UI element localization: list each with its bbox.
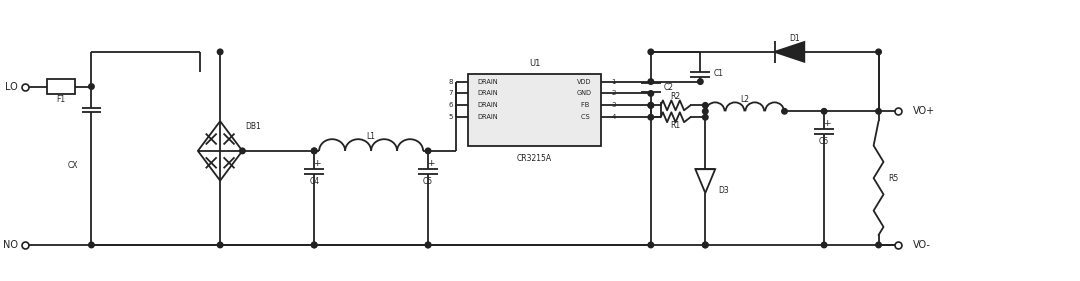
Circle shape: [311, 242, 316, 248]
Text: +: +: [428, 159, 435, 168]
Text: DRAIN: DRAIN: [477, 90, 498, 96]
Text: +: +: [313, 159, 321, 168]
Text: C6: C6: [819, 137, 829, 146]
Circle shape: [311, 148, 316, 154]
Text: DRAIN: DRAIN: [477, 79, 498, 85]
Text: VO+: VO+: [914, 106, 935, 116]
Circle shape: [782, 108, 787, 114]
Text: 3: 3: [611, 102, 616, 108]
Text: 5: 5: [448, 114, 453, 120]
Text: 1: 1: [611, 79, 616, 85]
Circle shape: [240, 148, 245, 154]
Text: 4: 4: [611, 114, 616, 120]
Text: DB1: DB1: [245, 122, 261, 131]
Circle shape: [698, 79, 703, 84]
Circle shape: [426, 148, 431, 154]
Text: +: +: [823, 119, 831, 128]
Text: GND: GND: [577, 90, 592, 96]
Text: 8: 8: [448, 79, 453, 85]
Text: D1: D1: [789, 33, 799, 42]
Text: VDD: VDD: [577, 79, 592, 85]
Circle shape: [311, 148, 316, 154]
Text: C1: C1: [713, 69, 724, 78]
Text: NO: NO: [3, 240, 18, 250]
Circle shape: [702, 242, 708, 248]
Text: CR3215A: CR3215A: [517, 154, 552, 163]
Text: L2: L2: [741, 95, 750, 104]
Text: LO: LO: [5, 81, 18, 92]
Text: R1: R1: [671, 121, 680, 130]
Circle shape: [89, 242, 94, 248]
Text: D3: D3: [718, 187, 729, 196]
Circle shape: [426, 242, 431, 248]
Bar: [468, 74, 602, 146]
Circle shape: [702, 108, 708, 114]
Circle shape: [702, 114, 708, 120]
Text: DRAIN: DRAIN: [477, 114, 498, 120]
Text: U1: U1: [529, 59, 540, 68]
Text: DRAIN: DRAIN: [477, 102, 498, 108]
Text: 7: 7: [448, 90, 453, 96]
Polygon shape: [774, 42, 805, 62]
Text: C2: C2: [664, 83, 674, 92]
Circle shape: [217, 49, 222, 55]
Circle shape: [702, 242, 708, 248]
Text: R2: R2: [671, 92, 680, 101]
Text: L1: L1: [366, 132, 376, 140]
Text: VO-: VO-: [914, 240, 931, 250]
Circle shape: [311, 242, 316, 248]
Text: CS: CS: [581, 114, 592, 120]
Text: C4: C4: [309, 177, 320, 186]
Text: FB: FB: [581, 102, 592, 108]
Circle shape: [876, 108, 881, 114]
Circle shape: [426, 242, 431, 248]
Circle shape: [648, 114, 653, 120]
Circle shape: [821, 242, 827, 248]
Circle shape: [648, 103, 653, 108]
Circle shape: [89, 84, 94, 89]
Text: 2: 2: [611, 90, 616, 96]
Circle shape: [702, 103, 708, 108]
Bar: [46, 79, 75, 94]
Circle shape: [648, 91, 653, 96]
Circle shape: [217, 242, 222, 248]
Text: F1: F1: [56, 96, 65, 105]
Text: CX: CX: [68, 161, 79, 170]
Text: 6: 6: [448, 102, 453, 108]
Circle shape: [876, 242, 881, 248]
Circle shape: [648, 79, 653, 84]
Circle shape: [876, 49, 881, 55]
Circle shape: [648, 49, 653, 55]
Circle shape: [648, 103, 653, 108]
Circle shape: [821, 108, 827, 114]
Text: C5: C5: [423, 177, 433, 186]
Circle shape: [648, 242, 653, 248]
Text: R5: R5: [889, 174, 899, 183]
